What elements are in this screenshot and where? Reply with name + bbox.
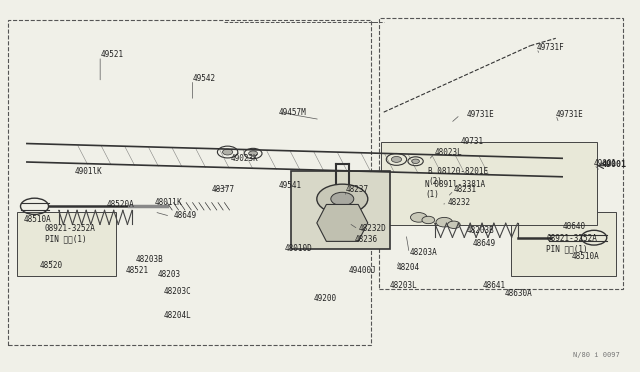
Text: 08921-3252A
PIN ピン(1): 08921-3252A PIN ピン(1) — [546, 234, 597, 253]
Circle shape — [223, 149, 233, 155]
Circle shape — [447, 221, 460, 228]
Text: 48010D: 48010D — [285, 244, 313, 253]
Bar — [381, 142, 597, 225]
Circle shape — [436, 217, 452, 227]
Text: 08921-3252A
PIN ピン(1): 08921-3252A PIN ピン(1) — [45, 224, 95, 244]
Text: 49541: 49541 — [278, 182, 301, 190]
Text: 48203: 48203 — [157, 270, 180, 279]
Text: 48510A: 48510A — [24, 215, 51, 224]
Text: 48203B: 48203B — [135, 255, 163, 264]
Text: 4801lK: 4801lK — [154, 198, 182, 207]
Text: 48232D: 48232D — [358, 224, 386, 233]
Text: 49731E: 49731E — [556, 109, 584, 119]
Bar — [17, 212, 116, 276]
Circle shape — [410, 212, 427, 222]
FancyBboxPatch shape — [291, 171, 390, 249]
Text: 49731E: 49731E — [467, 109, 494, 119]
Text: 48630A: 48630A — [505, 289, 532, 298]
Bar — [511, 212, 616, 276]
Circle shape — [422, 216, 435, 224]
Circle shape — [248, 151, 257, 156]
Text: 48023L: 48023L — [435, 148, 463, 157]
Circle shape — [392, 157, 401, 162]
Text: 48640: 48640 — [562, 222, 585, 231]
Text: 49457M: 49457M — [278, 108, 307, 117]
Text: 4901lK: 4901lK — [75, 167, 102, 176]
Text: 49001: 49001 — [594, 159, 617, 169]
Text: 48377: 48377 — [212, 185, 235, 194]
Polygon shape — [317, 205, 368, 241]
Circle shape — [331, 192, 354, 206]
Text: 48203L: 48203L — [390, 281, 418, 290]
Circle shape — [412, 159, 419, 163]
Text: 49200: 49200 — [314, 294, 337, 303]
Text: 49001: 49001 — [602, 160, 627, 169]
Text: 48204L: 48204L — [164, 311, 191, 320]
Text: 49731F: 49731F — [537, 43, 564, 52]
Text: 48641: 48641 — [483, 281, 506, 290]
Text: 48510A: 48510A — [572, 251, 600, 261]
Text: 48232: 48232 — [447, 198, 470, 207]
Text: 48520A: 48520A — [106, 200, 134, 209]
Text: 49521: 49521 — [100, 51, 124, 60]
Text: 48203A: 48203A — [409, 248, 437, 257]
Text: 49542: 49542 — [193, 74, 216, 83]
Text: 48203B: 48203B — [467, 226, 494, 235]
Text: N/80 i 0097: N/80 i 0097 — [573, 352, 620, 358]
Text: 48649: 48649 — [173, 211, 196, 220]
Text: 48236: 48236 — [355, 235, 378, 244]
Text: 49731: 49731 — [460, 137, 483, 146]
Text: 48649: 48649 — [473, 239, 496, 248]
Text: 49400J: 49400J — [349, 266, 376, 275]
Text: N 0891l-3381A
(1): N 0891l-3381A (1) — [425, 180, 485, 199]
Text: 48521: 48521 — [125, 266, 148, 275]
Text: 48204: 48204 — [396, 263, 420, 272]
Text: 48520: 48520 — [40, 261, 63, 270]
Text: B 08120-8201E
(2): B 08120-8201E (2) — [428, 167, 488, 186]
Text: 48231: 48231 — [454, 185, 477, 194]
Text: 48237: 48237 — [346, 185, 369, 194]
Text: 48203C: 48203C — [164, 287, 191, 296]
Text: 49023K: 49023K — [231, 154, 259, 163]
Circle shape — [317, 184, 368, 214]
